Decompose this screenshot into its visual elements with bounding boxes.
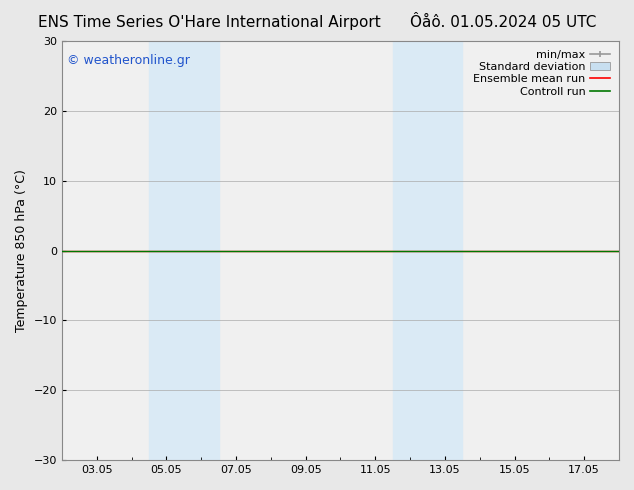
Bar [392,41,462,460]
Legend: min/max, Standard deviation, Ensemble mean run, Controll run: min/max, Standard deviation, Ensemble me… [470,47,614,100]
Bar [149,41,219,460]
Text: © weatheronline.gr: © weatheronline.gr [67,53,190,67]
Text: ENS Time Series O'Hare International Airport      Ôåô. 01.05.2024 05 UTC: ENS Time Series O'Hare International Air… [38,12,596,30]
Y-axis label: Temperature 850 hPa (°C): Temperature 850 hPa (°C) [15,169,28,332]
